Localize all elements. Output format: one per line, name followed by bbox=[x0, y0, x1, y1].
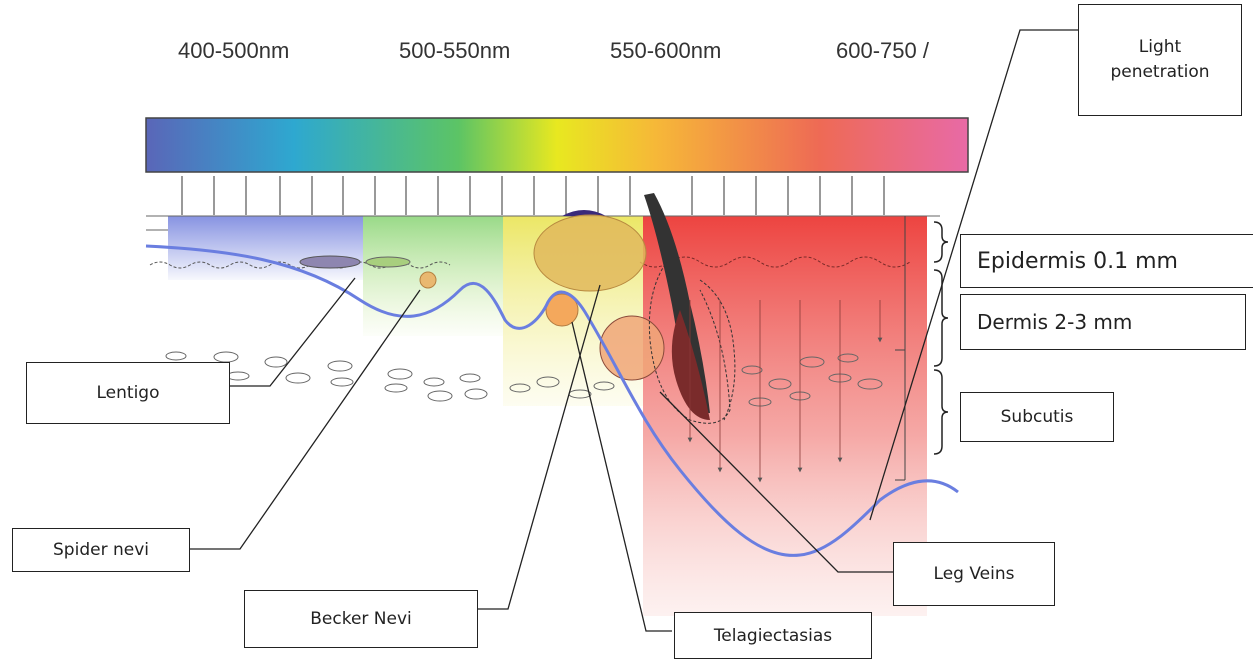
blue-penetration-band bbox=[168, 216, 363, 280]
wavelength-label-400-500: 400-500nm bbox=[178, 38, 290, 63]
telangiectasia-vessel bbox=[545, 293, 579, 327]
leader-spider-nevi bbox=[190, 289, 421, 550]
lentigo-pigment bbox=[299, 255, 361, 269]
leg-veins-label: Leg Veins bbox=[893, 542, 1055, 606]
leader-becker-nevi bbox=[478, 284, 601, 610]
spider-nevi-text: Spider nevi bbox=[53, 540, 149, 560]
lentigo-text: Lentigo bbox=[96, 383, 160, 403]
epidermis-cap bbox=[562, 210, 606, 216]
becker-nevi-label: Becker Nevi bbox=[244, 590, 478, 648]
becker-nevi-text: Becker Nevi bbox=[310, 609, 412, 629]
deep-vessel bbox=[599, 315, 665, 381]
wavelength-label-600-750: 600-750 / bbox=[836, 38, 929, 63]
leader-light-penetration bbox=[869, 29, 1078, 521]
leader-lines bbox=[190, 29, 1078, 632]
epidermis-pigment bbox=[365, 256, 411, 268]
leg-veins-text: Leg Veins bbox=[933, 564, 1015, 584]
skin-layer-lines bbox=[146, 215, 940, 269]
depth-scale bbox=[895, 216, 906, 481]
lentigo-label: Lentigo bbox=[26, 362, 230, 424]
hair-follicle bbox=[644, 193, 736, 424]
leader-telangiectasias bbox=[571, 321, 672, 632]
leader-leg-veins bbox=[659, 391, 893, 573]
penetration-ticks bbox=[181, 176, 885, 215]
penetration-arrows bbox=[687, 300, 883, 483]
spider-nevus-vessel bbox=[419, 271, 437, 289]
telangiectasias-label: Telagiectasias bbox=[674, 612, 872, 659]
telangiectasias-text: Telagiectasias bbox=[713, 625, 833, 646]
dermis-text: Dermis 2-3 mm bbox=[977, 310, 1133, 334]
wavelength-label-550-600: 550-600nm bbox=[610, 38, 722, 63]
subcutis-text: Subcutis bbox=[1000, 407, 1074, 427]
spectrum-bar bbox=[145, 117, 969, 173]
light-penetration-label: Light penetration bbox=[1078, 4, 1242, 116]
light-penetration-text: Light penetration bbox=[1110, 36, 1210, 83]
leader-lentigo bbox=[228, 277, 356, 387]
becker-nevus-lesion bbox=[533, 214, 647, 292]
penetration-curve bbox=[145, 244, 959, 557]
layer-braces bbox=[933, 221, 949, 455]
epidermis-text: Epidermis 0.1 mm bbox=[977, 248, 1178, 274]
subcutis-label: Subcutis bbox=[960, 392, 1114, 442]
spider-nevi-label: Spider nevi bbox=[12, 528, 190, 572]
wavelength-label-500-550: 500-550nm bbox=[399, 38, 511, 63]
epidermis-label: Epidermis 0.1 mm bbox=[960, 234, 1253, 288]
subcutis-fat-cells bbox=[165, 351, 883, 407]
dermis-label: Dermis 2-3 mm bbox=[960, 294, 1246, 350]
